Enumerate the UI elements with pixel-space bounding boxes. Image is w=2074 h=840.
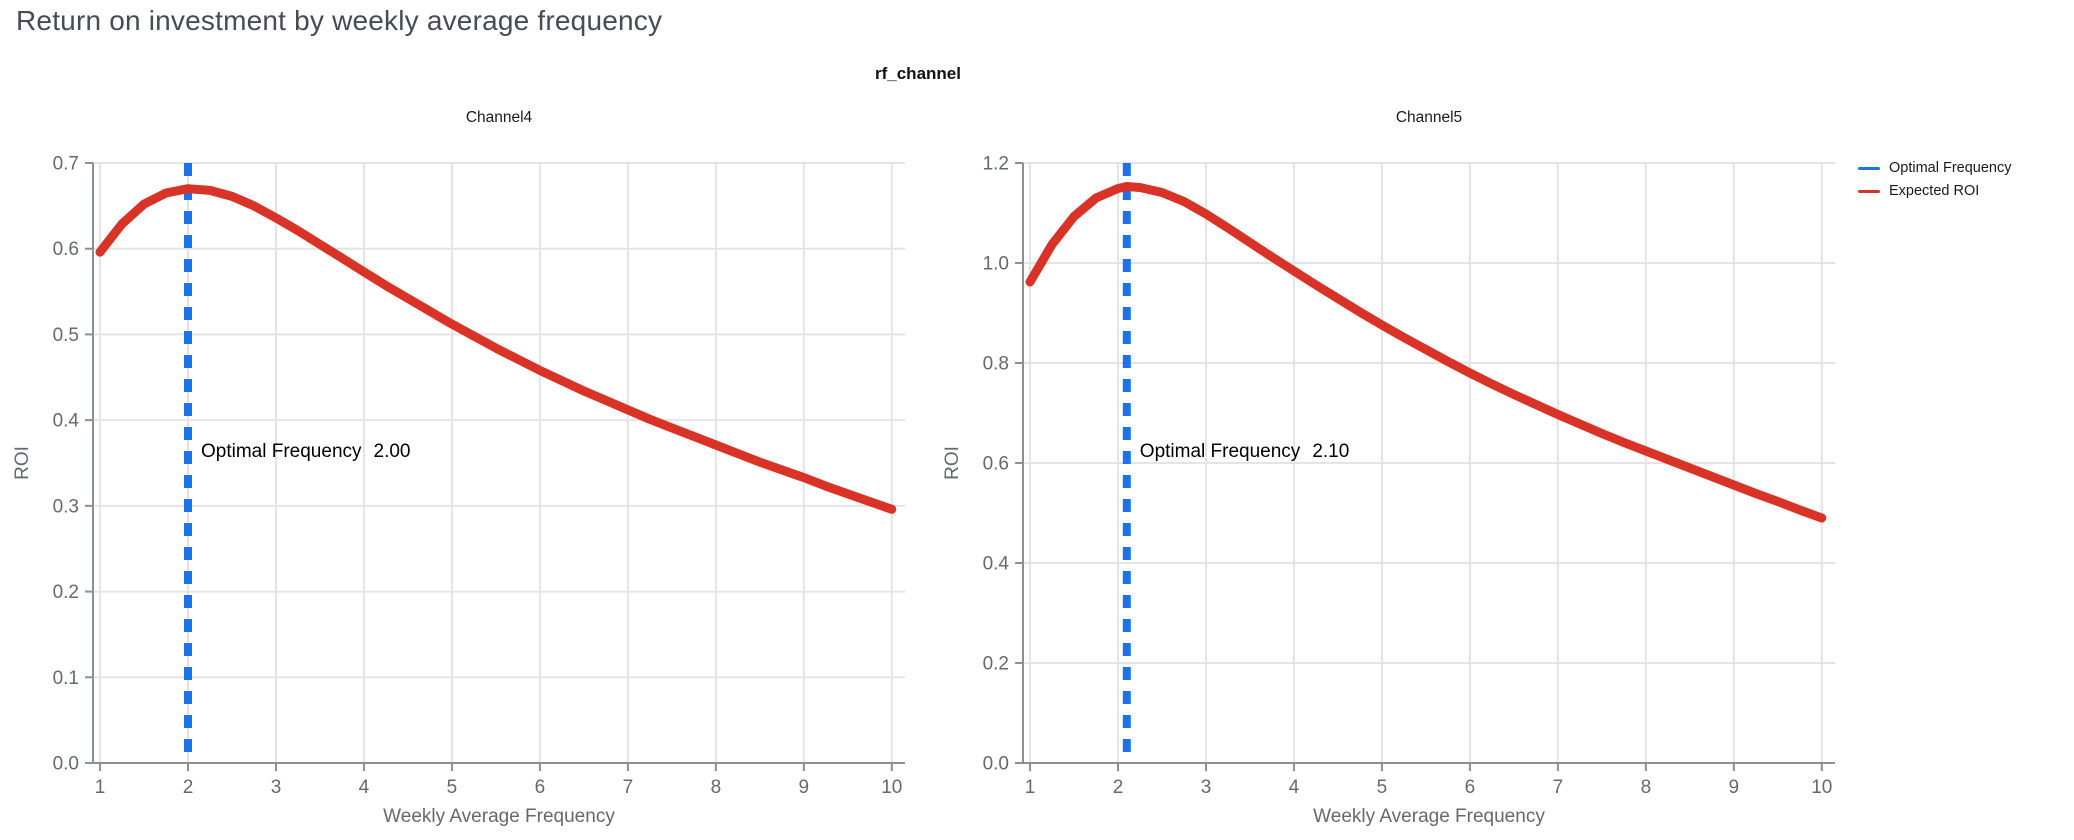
y-tick-label: 0.4 bbox=[983, 554, 1010, 575]
expected-roi-line-icon bbox=[1858, 189, 1880, 193]
y-tick-label: 1.2 bbox=[983, 154, 1009, 175]
y-tick-label: 0.2 bbox=[53, 582, 79, 603]
x-tick-label: 8 bbox=[1641, 777, 1652, 798]
legend: Optimal Frequency Expected ROI bbox=[1858, 159, 2012, 200]
x-tick-label: 7 bbox=[1553, 777, 1564, 798]
y-tick-label: 0.3 bbox=[53, 496, 79, 517]
y-tick-label: 0.0 bbox=[983, 754, 1009, 775]
x-tick-label: 7 bbox=[623, 777, 634, 798]
optimal-frequency-annotation: Optimal Frequency 2.00 bbox=[201, 441, 410, 462]
y-tick-label: 0.8 bbox=[983, 354, 1009, 375]
x-tick-label: 3 bbox=[1201, 777, 1212, 798]
optimal-frequency-line-icon bbox=[1858, 166, 1880, 170]
y-axis-title: ROI bbox=[12, 446, 33, 480]
x-tick-label: 6 bbox=[535, 777, 546, 798]
y-tick-label: 0.5 bbox=[53, 325, 79, 346]
x-tick-label: 10 bbox=[1811, 777, 1832, 798]
x-tick-label: 3 bbox=[271, 777, 282, 798]
y-tick-label: 0.6 bbox=[53, 239, 79, 260]
expected-roi-curve[interactable] bbox=[95, 184, 897, 514]
x-tick-label: 1 bbox=[1025, 777, 1036, 798]
subplot-title: Channel4 bbox=[466, 109, 533, 126]
x-tick-label: 2 bbox=[183, 777, 194, 798]
x-axis-title: Weekly Average Frequency bbox=[1313, 806, 1545, 827]
legend-item-expected-roi[interactable]: Expected ROI bbox=[1858, 182, 2012, 200]
x-tick-label: 9 bbox=[1729, 777, 1740, 798]
y-tick-label: 0.0 bbox=[53, 754, 79, 775]
x-axis-title: Weekly Average Frequency bbox=[383, 806, 615, 827]
y-tick-label: 0.4 bbox=[53, 411, 80, 432]
y-tick-label: 0.1 bbox=[53, 668, 79, 689]
x-tick-label: 6 bbox=[1465, 777, 1476, 798]
x-tick-label: 8 bbox=[711, 777, 722, 798]
chart-channel5[interactable]: 1 2 3 4 5 6 7 8 9 10 0.0 0.2 0.4 0.6 0.8 1.0 1.2 Weekly A… bbox=[930, 95, 1880, 840]
legend-label: Expected ROI bbox=[1889, 183, 1980, 199]
facet-grid-title: rf_channel bbox=[875, 64, 961, 83]
y-tick-label: 1.0 bbox=[983, 254, 1009, 275]
x-tick-label: 1 bbox=[95, 777, 106, 798]
chart-channel4[interactable]: 1 2 3 4 5 6 7 8 9 10 0.0 0.1 0.2 0.3 0.4 0.5 0.6 0.7 Weekl… bbox=[0, 95, 950, 840]
legend-label: Optimal Frequency bbox=[1889, 160, 2012, 176]
x-tick-label: 9 bbox=[799, 777, 810, 798]
x-tick-label: 10 bbox=[881, 777, 902, 798]
y-axis-title: ROI bbox=[942, 446, 963, 480]
x-tick-label: 5 bbox=[447, 777, 458, 798]
page-title: Return on investment by weekly average f… bbox=[16, 5, 663, 36]
y-tick-label: 0.6 bbox=[983, 454, 1009, 475]
x-tick-label: 4 bbox=[1289, 777, 1300, 798]
x-tick-label: 4 bbox=[359, 777, 370, 798]
legend-item-optimal-frequency[interactable]: Optimal Frequency bbox=[1858, 159, 2012, 177]
y-tick-label: 0.7 bbox=[53, 154, 79, 175]
optimal-frequency-annotation: Optimal Frequency 2.10 bbox=[1140, 441, 1350, 462]
x-tick-label: 2 bbox=[1113, 777, 1124, 798]
y-tick-label: 0.2 bbox=[983, 654, 1009, 675]
x-tick-label: 5 bbox=[1377, 777, 1388, 798]
subplot-title: Channel5 bbox=[1396, 109, 1462, 126]
expected-roi-curve[interactable] bbox=[1025, 182, 1827, 523]
